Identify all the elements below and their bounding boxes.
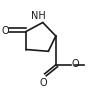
Text: O: O <box>2 26 9 37</box>
Text: NH: NH <box>31 11 45 21</box>
Text: O: O <box>40 78 48 88</box>
Text: O: O <box>72 59 79 69</box>
